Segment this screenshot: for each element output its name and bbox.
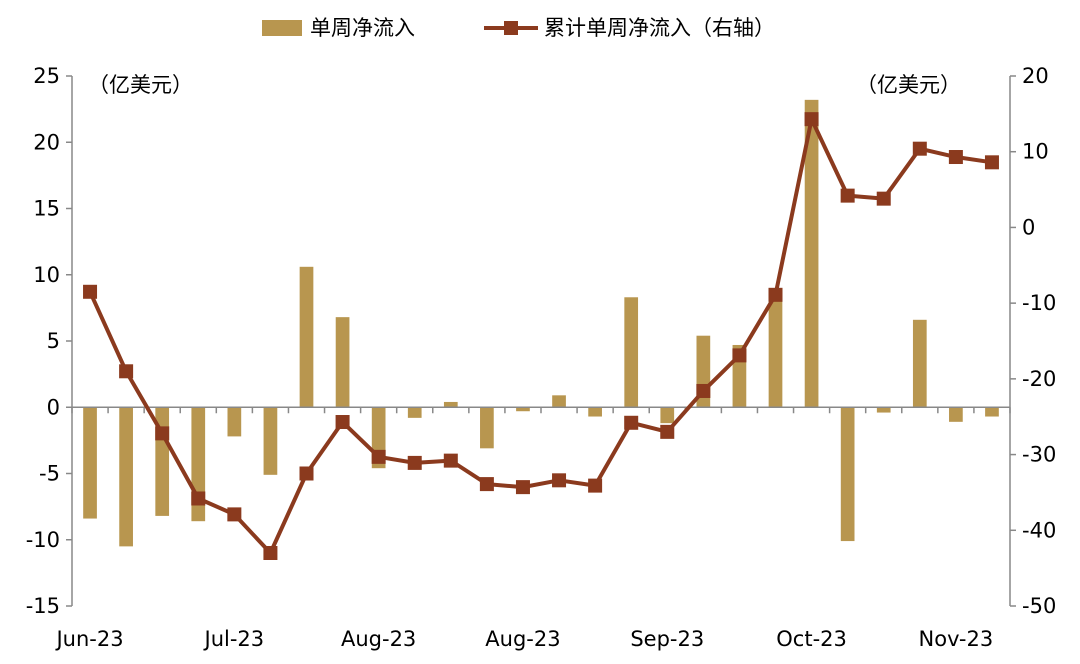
left-axis-tick-label: 0 (47, 395, 60, 419)
bar (407, 407, 422, 418)
line-point (83, 284, 98, 299)
bar (624, 297, 639, 408)
legend-swatch-bars (262, 20, 302, 36)
bar (552, 395, 566, 408)
x-axis-tick-label: Jun-23 (54, 627, 123, 651)
right-axis-tick-label: -40 (1022, 518, 1056, 542)
left-axis-tick-label: -15 (26, 594, 60, 618)
line-point (515, 480, 530, 495)
line-point (263, 546, 278, 560)
line-point (588, 478, 603, 493)
zero-baseline (71, 406, 1011, 414)
bar (660, 407, 675, 424)
x-axis-tick-label: Nov-23 (919, 627, 994, 651)
left-axis-tick-label: 25 (33, 64, 60, 88)
right-axis-tick-label: -50 (1022, 594, 1056, 618)
line-point (155, 426, 170, 441)
line-point (768, 287, 783, 302)
line-point (552, 473, 567, 488)
line-point (912, 141, 927, 156)
x-axis-tick-label: Oct-23 (776, 627, 847, 651)
left-axis-tick-label: 20 (33, 130, 60, 154)
right-axis-tick-label: -10 (1022, 291, 1056, 315)
right-axis-tick-label: 20 (1022, 64, 1049, 88)
bar (804, 99, 819, 408)
legend: 单周净流入 累计单周净流入（右轴） (262, 16, 775, 40)
bar (443, 401, 458, 408)
legend-item-bars: 单周净流入 (262, 16, 415, 40)
right-axis-tick-label: -20 (1022, 367, 1056, 391)
x-axis-tick-label: Sep-23 (630, 627, 704, 651)
bar (480, 407, 494, 449)
right-axis-tick-label: -30 (1022, 443, 1056, 467)
bars-series (83, 99, 999, 547)
x-axis-tick-label: Jul-23 (203, 627, 265, 651)
left-axis: -15 -10 -5 0 5 10 15 20 25 (26, 64, 73, 618)
bar (263, 407, 278, 475)
bar (912, 319, 927, 408)
line-point (840, 188, 855, 203)
line-point (948, 150, 963, 165)
left-axis-tick-label: 15 (33, 197, 60, 221)
line-point (732, 348, 747, 363)
bar (83, 407, 97, 519)
line-point (984, 155, 999, 170)
line-point (696, 383, 711, 398)
line-point (624, 415, 639, 430)
left-axis-tick-label: -10 (26, 528, 60, 552)
line-point (407, 455, 422, 470)
left-axis-tick-label: -5 (39, 462, 60, 486)
right-axis-tick-label: 10 (1022, 140, 1049, 164)
line-point (443, 453, 458, 468)
right-axis-unit-label: （亿美元） (856, 73, 961, 97)
left-axis-tick-label: 10 (33, 263, 60, 287)
right-axis-tick-label: 0 (1022, 215, 1035, 239)
bar (876, 407, 891, 413)
right-axis: -50 -40 -30 -20 -10 0 10 20 (1009, 64, 1056, 618)
bar (299, 266, 314, 408)
line-point (804, 112, 819, 127)
bar (516, 407, 530, 412)
legend-item-line: 累计单周净流入（右轴） (484, 16, 775, 40)
legend-swatch-marker (504, 21, 518, 35)
line-point (299, 466, 314, 481)
line-point (191, 491, 206, 506)
bar (768, 288, 783, 408)
line-point (660, 424, 675, 439)
bar (949, 407, 963, 422)
bar (119, 407, 133, 547)
x-axis-tick-label: Aug-23 (341, 627, 416, 651)
line-series (83, 112, 999, 560)
x-axis-tick-label: Aug-23 (485, 627, 560, 651)
bar (840, 407, 855, 542)
bar (985, 407, 999, 417)
legend-label-line: 累计单周净流入（右轴） (544, 16, 775, 40)
series-line (88, 117, 993, 555)
x-axis: Jun-23 Jul-23 Aug-23 Aug-23 Sep-23 Oct-23 Nov-… (54, 627, 993, 651)
bar (335, 317, 350, 408)
bar (588, 407, 602, 417)
line-point (227, 507, 242, 522)
bar (227, 407, 242, 437)
left-axis-tick-label: 5 (47, 329, 60, 353)
left-axis-unit-label: （亿美元） (88, 73, 193, 97)
line-point (335, 415, 350, 430)
line-point (119, 364, 134, 379)
line-point (479, 477, 494, 492)
line-point (876, 191, 891, 206)
legend-label-bars: 单周净流入 (310, 16, 415, 40)
line-point (371, 449, 386, 464)
